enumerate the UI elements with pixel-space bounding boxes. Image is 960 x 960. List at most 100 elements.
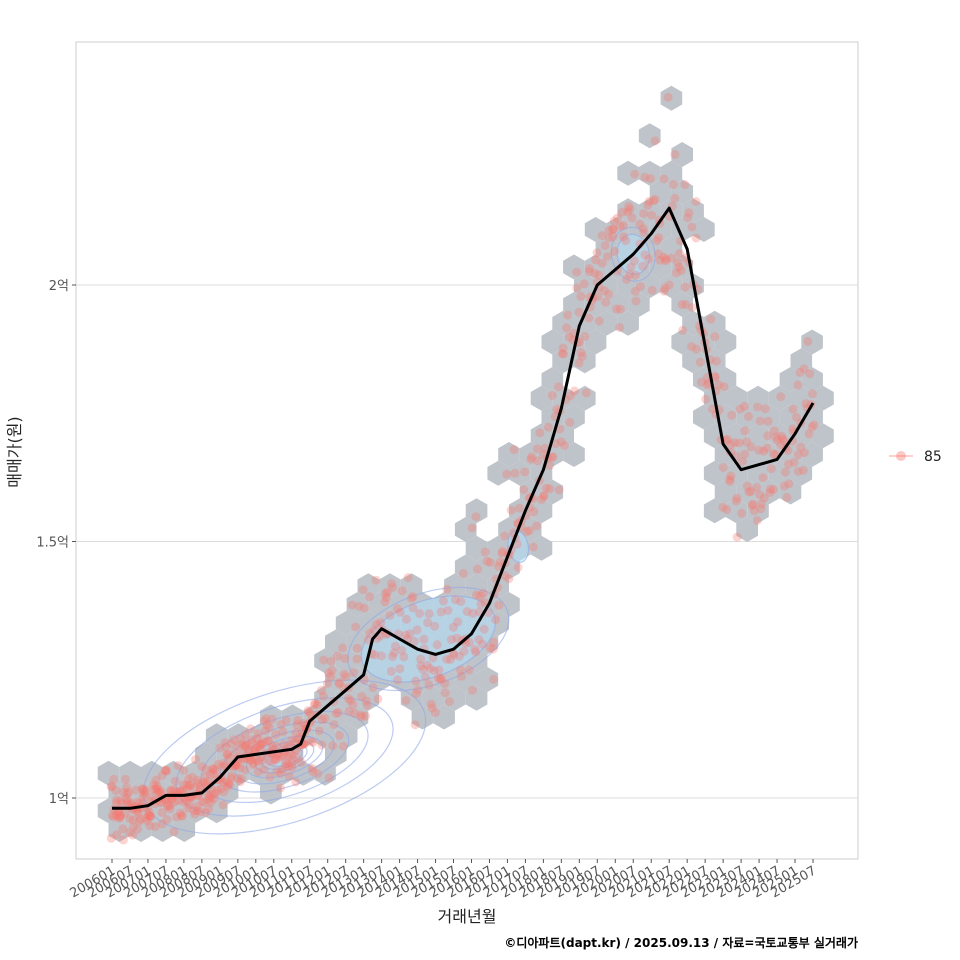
trade-point	[494, 562, 503, 571]
trade-point	[287, 750, 297, 760]
trade-point	[495, 557, 505, 567]
hexbin-cell	[606, 217, 629, 242]
hexbin-cell	[195, 742, 217, 767]
trade-point	[192, 802, 202, 812]
trade-point	[403, 573, 413, 583]
trade-point	[526, 454, 536, 464]
trade-point	[371, 575, 381, 585]
trade-point	[357, 691, 367, 701]
trade-point	[226, 773, 236, 783]
trade-point	[612, 304, 621, 314]
trade-point	[365, 592, 375, 602]
hexbin-cell	[346, 592, 369, 617]
hexbin-cell	[400, 573, 423, 599]
trade-point	[139, 790, 149, 800]
trade-point	[498, 546, 507, 556]
hexbin-cell	[768, 385, 791, 411]
hexbin-cell	[465, 535, 488, 561]
trade-point	[468, 685, 477, 695]
trade-point	[438, 596, 448, 606]
trade-point	[172, 812, 182, 822]
hexbin-cell	[660, 273, 683, 299]
trade-point	[718, 463, 728, 472]
trade-point	[347, 600, 357, 610]
trade-point	[681, 299, 691, 309]
trade-point	[416, 654, 426, 664]
trade-point	[166, 786, 176, 796]
trade-point	[659, 174, 669, 184]
trade-point	[600, 286, 609, 296]
trade-point	[639, 228, 649, 238]
trade-point	[475, 591, 485, 601]
trade-point	[737, 508, 747, 518]
trade-point	[185, 780, 195, 790]
density-contour	[175, 697, 394, 817]
trade-point	[763, 416, 773, 426]
trade-point	[224, 753, 234, 763]
trade-point	[695, 357, 705, 367]
hexbin-cell	[151, 817, 174, 842]
trade-point	[545, 460, 555, 470]
hexbin-cell	[335, 610, 358, 636]
hexbin-cell	[584, 254, 607, 280]
trade-point	[407, 593, 416, 603]
trade-point	[804, 429, 814, 439]
trade-point	[762, 443, 772, 453]
trade-point	[401, 630, 411, 640]
trade-point	[169, 785, 179, 795]
density-contour	[200, 710, 369, 804]
trade-point	[539, 490, 549, 500]
trade-point	[222, 777, 232, 787]
trade-point	[259, 737, 269, 747]
trade-point	[562, 323, 571, 333]
hexbin-cell	[693, 217, 715, 242]
hexbin-cell	[779, 367, 802, 392]
trade-point	[293, 734, 302, 744]
trade-point	[198, 777, 208, 787]
trade-point	[310, 698, 320, 708]
hexbin-cell	[325, 742, 347, 767]
trade-point	[199, 797, 209, 807]
trade-point	[644, 254, 654, 264]
trade-point	[276, 768, 285, 778]
trade-point	[293, 715, 303, 725]
trade-point	[264, 723, 274, 733]
trade-point	[196, 781, 206, 790]
trade-point	[354, 601, 364, 611]
trade-point	[334, 677, 344, 687]
trade-point	[581, 388, 591, 398]
hexbin-cell	[509, 460, 531, 486]
trade-point	[250, 743, 260, 753]
trade-point	[351, 622, 361, 632]
hexbin-cell	[411, 704, 434, 730]
trade-point	[121, 794, 131, 804]
trade-point	[684, 208, 694, 218]
trade-point	[577, 351, 587, 361]
trade-point	[456, 665, 465, 675]
trade-point	[314, 726, 324, 736]
trade-point	[317, 715, 327, 725]
trade-point	[722, 505, 732, 515]
trade-point	[184, 800, 194, 810]
trade-point	[397, 586, 407, 596]
density-contour	[261, 744, 308, 770]
trade-point	[807, 422, 817, 432]
trade-point	[468, 608, 478, 618]
trade-point	[452, 633, 462, 643]
trade-point	[122, 789, 132, 799]
trade-point	[133, 809, 143, 819]
trade-point	[752, 516, 762, 525]
trade-point	[579, 279, 589, 289]
trade-point	[807, 389, 817, 399]
trade-point	[604, 289, 614, 299]
trade-point	[433, 673, 443, 683]
trade-point	[664, 280, 674, 290]
trade-point	[654, 233, 664, 243]
trade-point	[253, 741, 263, 751]
trade-point	[236, 774, 246, 784]
trade-point	[380, 597, 390, 607]
trade-point	[151, 784, 161, 794]
trade-point	[408, 603, 418, 613]
trade-point	[118, 824, 128, 834]
trade-point	[338, 741, 348, 751]
